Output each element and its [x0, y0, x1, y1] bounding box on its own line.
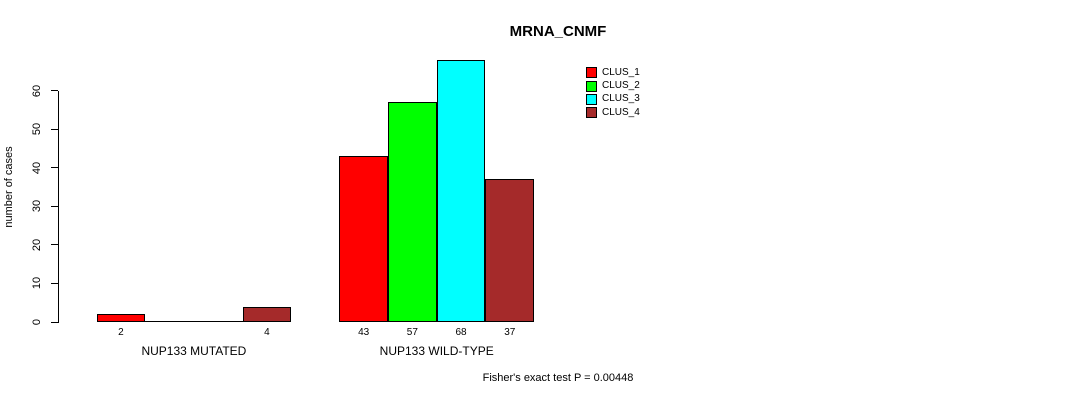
legend-label: CLUS_4 — [602, 106, 640, 118]
bar-value-label: 4 — [264, 327, 270, 338]
y-tick-mark — [51, 128, 58, 130]
legend-swatch-clus_2 — [586, 80, 597, 92]
y-tick-label: 60 — [31, 84, 43, 97]
bar-clus_2-zero — [145, 321, 194, 322]
legend-swatch-clus_3 — [586, 93, 597, 105]
x-group-label: NUP133 WILD-TYPE — [379, 344, 494, 358]
legend-label: CLUS_1 — [602, 66, 640, 78]
legend-label: CLUS_3 — [602, 93, 640, 105]
legend-swatch-clus_1 — [586, 67, 597, 79]
y-tick-mark — [51, 90, 58, 92]
legend-label: CLUS_2 — [602, 80, 640, 92]
y-axis-line — [58, 90, 59, 323]
y-tick-mark — [51, 321, 58, 323]
y-tick-label: 40 — [31, 161, 43, 174]
bar-value-label: 37 — [504, 327, 516, 338]
legend-item-clus_2: CLUS_2 — [586, 79, 640, 92]
legend-item-clus_4: CLUS_4 — [586, 106, 640, 119]
y-tick-mark — [51, 244, 58, 246]
y-axis-label: number of cases — [3, 146, 15, 228]
bar-value-label: 68 — [455, 327, 467, 338]
bar-clus_1 — [339, 156, 388, 322]
x-group-label: NUP133 MUTATED — [141, 344, 247, 358]
y-tick-label: 50 — [31, 123, 43, 136]
y-tick-label: 30 — [31, 200, 43, 213]
bar-clus_2 — [388, 102, 437, 322]
bar-value-label: 43 — [358, 327, 370, 338]
legend-item-clus_1: CLUS_1 — [586, 66, 640, 79]
y-tick-label: 0 — [31, 318, 43, 326]
y-tick-mark — [51, 167, 58, 169]
bar-clus_1 — [96, 314, 146, 322]
y-tick-label: 20 — [31, 238, 43, 251]
bar-clus_3 — [436, 59, 486, 322]
bar-clus_4 — [485, 179, 535, 322]
y-tick-mark — [51, 282, 58, 284]
legend-swatch-clus_4 — [586, 107, 597, 119]
y-tick-mark — [51, 205, 58, 207]
bar-value-label: 2 — [118, 327, 124, 338]
legend: CLUS_1 CLUS_2 CLUS_3 CLUS_4 — [586, 66, 640, 120]
chart-title: MRNA_CNMF — [509, 23, 607, 40]
bar-clus_4 — [242, 306, 292, 322]
bar-clus_3-zero — [193, 321, 243, 322]
fisher-test-note: Fisher's exact test P = 0.00448 — [482, 372, 634, 384]
y-tick-label: 10 — [31, 277, 43, 290]
bar-value-label: 57 — [406, 327, 418, 338]
legend-item-clus_3: CLUS_3 — [586, 93, 640, 106]
